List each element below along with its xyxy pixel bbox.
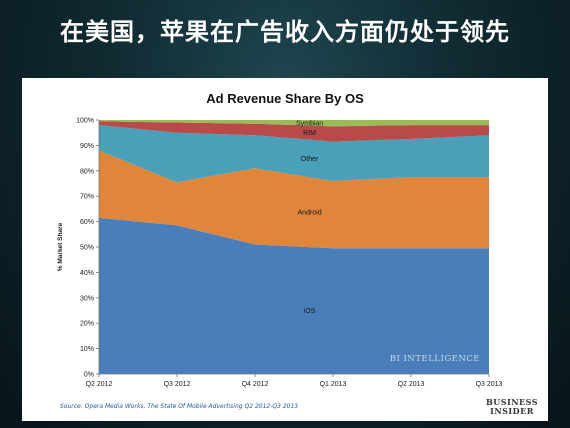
- label-ios: iOS: [304, 308, 316, 315]
- brand-line-1: BUSINESS: [485, 397, 538, 407]
- y-tick-label: 90%: [80, 143, 94, 150]
- chart-source: Source: Opera Media Works, The State Of …: [60, 403, 299, 410]
- area-other: [99, 125, 489, 183]
- y-tick-label: 30%: [80, 295, 94, 302]
- y-tick-label: 50%: [80, 245, 94, 252]
- area-ios: [99, 217, 489, 374]
- y-tick-label: 80%: [80, 168, 94, 175]
- y-tick-label: 10%: [80, 346, 94, 353]
- area-rim: [99, 121, 489, 142]
- x-tick-label: Q3 2013: [476, 381, 503, 388]
- chart-panel: Ad Revenue Share By OS iOS Android Other RIM…: [22, 78, 548, 421]
- x-tick-label: Q1 2013: [320, 381, 347, 388]
- watermark: BI INTELLIGENCE: [390, 354, 480, 364]
- label-symbian: Symbian: [296, 120, 323, 127]
- y-tick-label: 40%: [80, 270, 94, 277]
- label-android: Android: [298, 210, 322, 217]
- x-tick-label: Q4 2012: [242, 381, 269, 388]
- label-rim: RIM: [303, 130, 316, 137]
- chart-title: Ad Revenue Share By OS: [206, 91, 364, 106]
- y-tick-label: 20%: [80, 321, 94, 328]
- y-axis-label: % Market Share: [57, 222, 64, 271]
- x-tick-label: Q2 2012: [86, 381, 113, 388]
- y-tick-label: 100%: [76, 118, 94, 125]
- y-tick-label: 0%: [84, 372, 94, 379]
- label-other: Other: [301, 156, 319, 163]
- slide-headline: 在美国，苹果在广告收入方面仍处于领先: [60, 18, 510, 46]
- y-tick-label: 60%: [80, 219, 94, 226]
- area-android: [99, 150, 489, 249]
- y-tick-label: 70%: [80, 194, 94, 201]
- stacked-area-chart: Ad Revenue Share By OS iOS Android Other RIM…: [57, 91, 503, 388]
- x-tick-label: Q2 2013: [398, 381, 425, 388]
- business-insider-logo: BUSINESS INSIDER: [486, 398, 538, 416]
- x-tick-label: Q3 2012: [164, 381, 191, 388]
- area-symbian: [99, 120, 489, 127]
- brand-line-2: INSIDER: [490, 406, 534, 416]
